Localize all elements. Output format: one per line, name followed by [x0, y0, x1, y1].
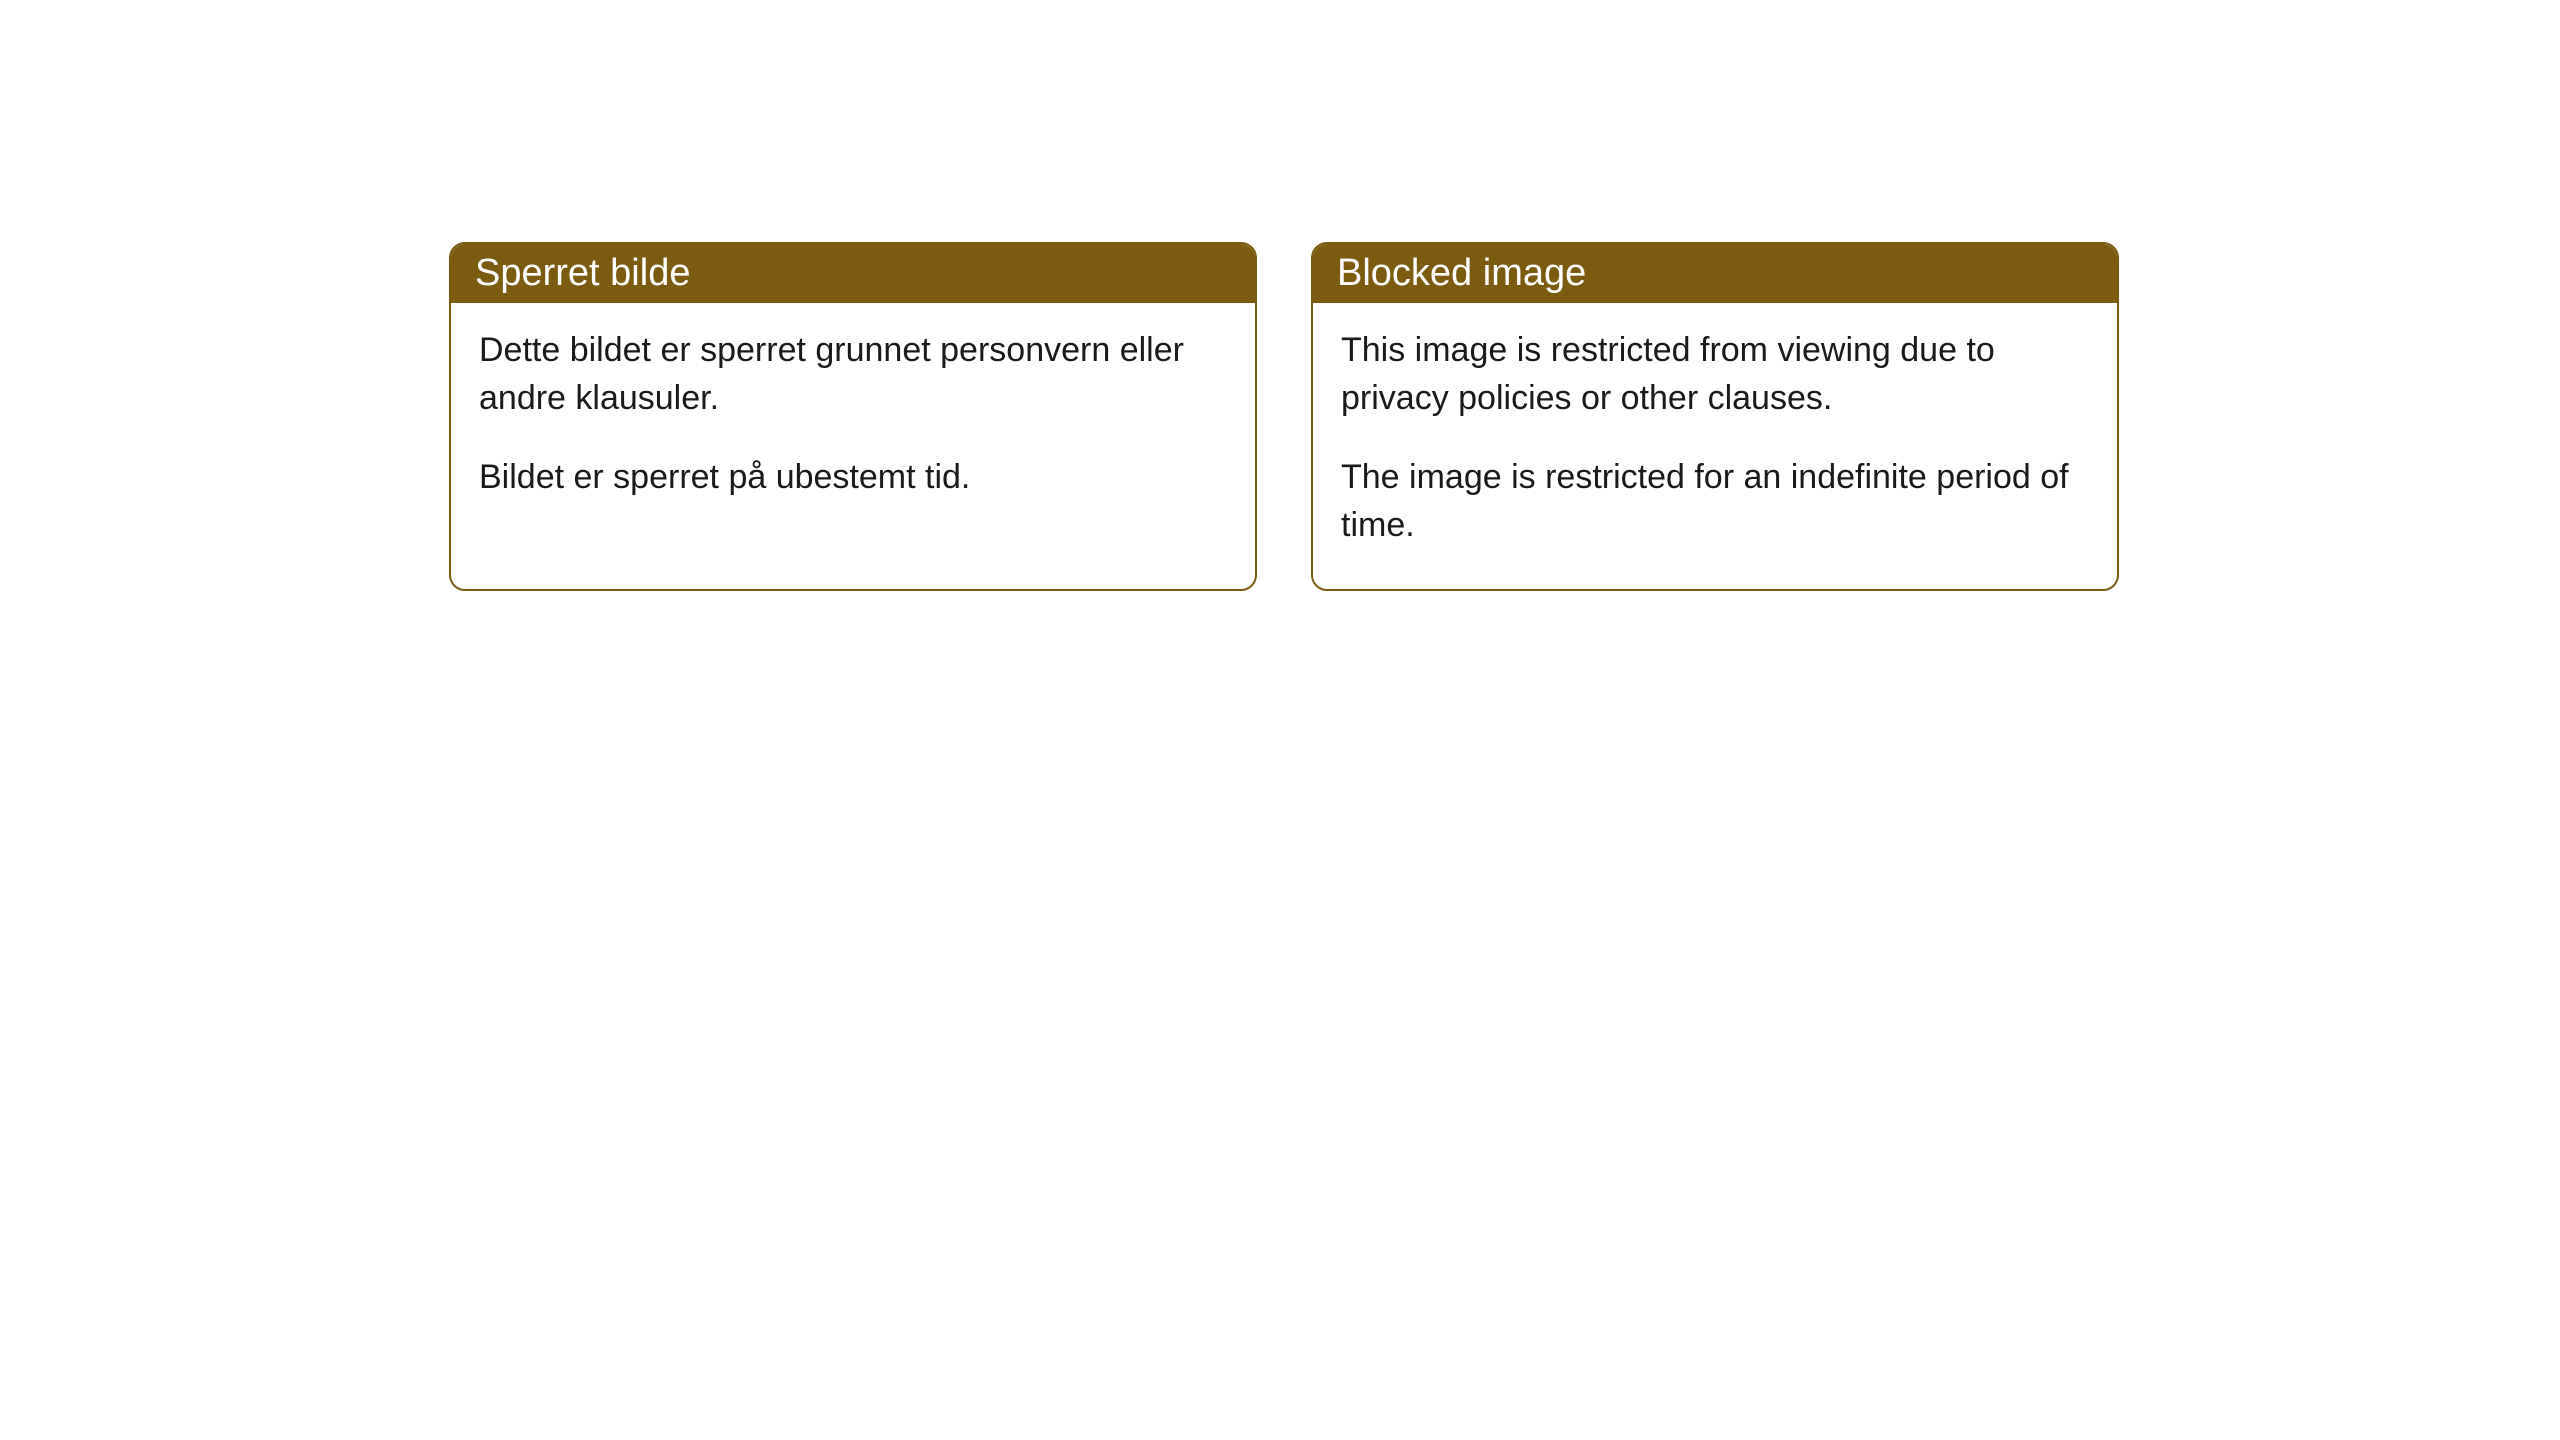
cards-container: Sperret bilde Dette bildet er sperret gr… [449, 242, 2119, 591]
card-paragraph-1: This image is restricted from viewing du… [1341, 327, 2089, 422]
blocked-image-card-en: Blocked image This image is restricted f… [1311, 242, 2119, 591]
card-header: Sperret bilde [451, 244, 1255, 303]
card-paragraph-2: The image is restricted for an indefinit… [1341, 454, 2089, 549]
card-paragraph-1: Dette bildet er sperret grunnet personve… [479, 327, 1227, 422]
blocked-image-card-no: Sperret bilde Dette bildet er sperret gr… [449, 242, 1257, 591]
card-paragraph-2: Bildet er sperret på ubestemt tid. [479, 454, 1227, 502]
card-body: Dette bildet er sperret grunnet personve… [451, 303, 1255, 542]
card-header: Blocked image [1313, 244, 2117, 303]
card-body: This image is restricted from viewing du… [1313, 303, 2117, 589]
